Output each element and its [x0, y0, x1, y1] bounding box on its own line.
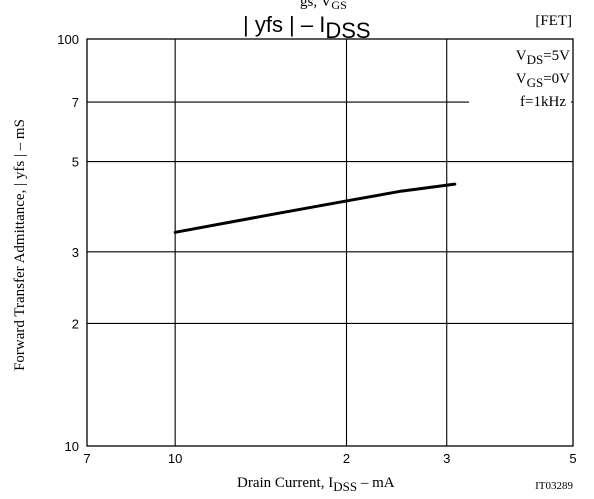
fet-tag: [FET]	[535, 13, 572, 29]
plot-frame	[86, 38, 574, 447]
title-fragment: gs, VGS	[300, 0, 347, 12]
condition-freq: f=1kHz	[520, 94, 566, 110]
condition-vds: VDS=5V	[516, 48, 570, 67]
conditions-background	[469, 44, 571, 112]
grid	[87, 39, 573, 446]
chart-title: | yfs | – IDSS	[243, 12, 371, 43]
x-tick-label: 2	[343, 451, 350, 466]
series-line	[173, 182, 457, 234]
figure-code: IT03289	[535, 480, 573, 492]
y-tick-label: 7	[72, 95, 79, 110]
conditions: VDS=5V VGS=0V f=1kHz	[469, 44, 571, 112]
y-axis-label: Forward Transfer Admittance, | yfs | – m…	[12, 119, 28, 371]
x-tick-label: 7	[83, 451, 90, 466]
x-axis-label: Drain Current, IDSS – mA	[237, 475, 395, 494]
x-tick-label: 10	[168, 451, 182, 466]
series-group	[173, 182, 457, 234]
y-tick-label: 2	[72, 316, 79, 331]
x-tick-label: 3	[443, 451, 450, 466]
y-tick-label: 3	[72, 245, 79, 260]
y-tick-label: 10	[65, 439, 79, 454]
y-tick-labels: 10 2 3 5 7 100	[57, 32, 79, 454]
x-tick-label: 5	[569, 451, 576, 466]
y-tick-label: 100	[57, 32, 79, 47]
x-tick-labels: 7 10 2 3 5	[83, 451, 576, 466]
condition-vgs: VGS=0V	[516, 71, 570, 90]
y-tick-label: 5	[72, 155, 79, 170]
